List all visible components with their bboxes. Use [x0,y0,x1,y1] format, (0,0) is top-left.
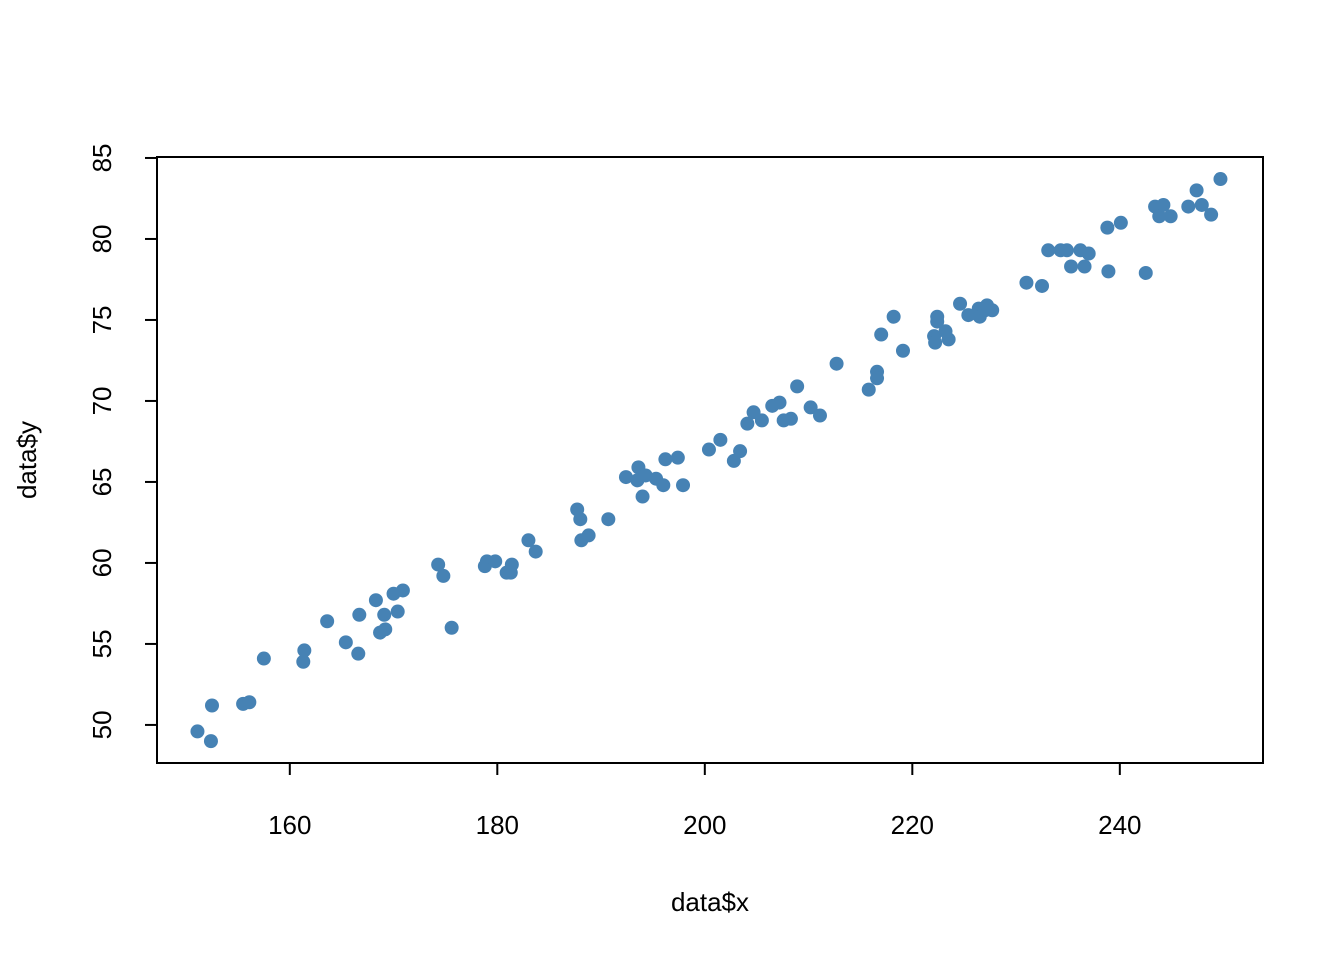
point [1181,199,1196,214]
point [297,643,312,658]
point [1194,197,1209,212]
point [390,604,405,619]
point [861,382,876,397]
point [656,478,671,493]
y-tick-label: 70 [87,386,117,415]
point [1081,246,1096,261]
point [581,528,596,543]
point [1113,215,1128,230]
point [1100,220,1115,235]
point [1204,207,1219,222]
point [1156,197,1171,212]
x-tick-label: 240 [1098,810,1141,840]
point [985,303,1000,318]
point [242,695,257,710]
y-tick-label: 55 [87,629,117,658]
point [870,371,885,386]
point [930,314,945,329]
point [338,635,353,650]
point [488,554,503,569]
point [573,512,588,527]
y-tick-label: 80 [87,225,117,254]
y-tick-label: 75 [87,305,117,334]
point [754,413,769,428]
point [886,309,901,324]
point [1059,243,1074,258]
point [521,533,536,548]
point [618,470,633,485]
x-axis-label: data$x [671,887,749,917]
point [203,734,218,749]
point [528,544,543,559]
point [803,400,818,415]
point [378,622,393,637]
point [658,452,673,467]
point [790,379,805,394]
point [812,408,827,423]
point [395,583,410,598]
point [670,450,685,465]
point [953,296,968,311]
point [431,557,446,572]
x-tick-label: 220 [891,810,934,840]
y-tick-label: 50 [87,710,117,739]
point [733,444,748,459]
point [1138,265,1153,280]
point [504,557,519,572]
y-tick-label: 60 [87,548,117,577]
point [701,442,716,457]
point [377,607,392,622]
point [190,724,205,739]
point [1077,259,1092,274]
point [676,478,691,493]
point [961,308,976,323]
point [772,395,787,410]
point [713,432,728,447]
point [740,416,755,431]
point [436,568,451,583]
point [895,343,910,358]
x-tick-label: 160 [268,810,311,840]
point [1189,183,1204,198]
point [256,651,271,666]
y-tick-label: 85 [87,144,117,173]
point [829,356,844,371]
point [351,646,366,661]
point [1064,259,1079,274]
point [204,698,219,713]
point [601,512,616,527]
point [296,654,311,669]
point [783,411,798,426]
y-tick-label: 65 [87,467,117,496]
point [635,489,650,504]
x-tick-label: 200 [683,810,726,840]
point [368,593,383,608]
point [352,607,367,622]
point [1101,264,1116,279]
x-tick-label: 180 [476,810,519,840]
plot-box [156,156,1264,764]
point [928,335,943,350]
point [1213,172,1228,187]
point [1152,209,1167,224]
point [941,332,956,347]
point [444,620,459,635]
point [1035,278,1050,293]
point [1041,243,1056,258]
point [1019,275,1034,290]
point [1163,209,1178,224]
point [320,614,335,629]
point [874,327,889,342]
y-axis-label: data$y [12,421,42,499]
